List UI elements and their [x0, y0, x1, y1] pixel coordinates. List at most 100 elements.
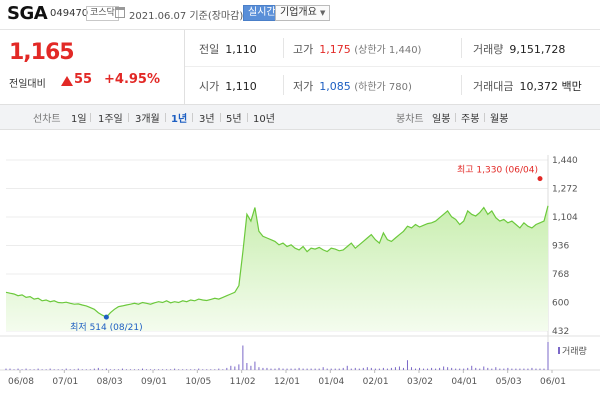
price-chart-svg: 1,440 1,272 1,104 936 768 600 432 06/08 07/01 08… — [0, 155, 600, 387]
volume-bar — [109, 369, 111, 370]
volume-bar — [455, 368, 457, 370]
stock-header: SGA 049470 코스닥 2021.06.07 기준(장마감) 실시간 기업… — [0, 0, 600, 30]
candle-daily[interactable]: 일봉 — [432, 114, 451, 125]
volume-bar — [158, 369, 160, 370]
stat-value: 1,175 — [319, 43, 351, 56]
volume-legend-label: 거래량 — [562, 345, 587, 357]
candle-monthly[interactable]: 월봉 — [490, 114, 509, 125]
volume-bar — [539, 368, 541, 370]
volume-bar — [435, 368, 437, 370]
volume-bar — [314, 368, 316, 370]
volume-bar — [334, 368, 336, 370]
volume-bar — [65, 368, 67, 370]
volume-bar — [306, 368, 308, 370]
volume-bar — [178, 369, 180, 370]
volume-bar — [266, 367, 268, 370]
stat-label: 거래대금 — [473, 80, 514, 93]
divider — [283, 75, 284, 95]
volume-bar — [5, 368, 7, 370]
volume-bar — [346, 365, 348, 370]
candle-chart-label: 봉차트 — [396, 114, 424, 125]
stat-value: 1,110 — [225, 43, 257, 56]
x-tick-label: 04/01 — [451, 377, 477, 387]
volume-bar — [89, 369, 91, 370]
high-marker — [537, 176, 543, 182]
period-1w[interactable]: 1주일 — [98, 114, 123, 125]
divider — [128, 113, 129, 122]
x-tick-label: 06/01 — [540, 377, 566, 387]
volume-bar — [21, 369, 23, 370]
divider — [283, 38, 284, 58]
x-tick-label: 01/04 — [318, 377, 344, 387]
y-tick-label: 432 — [552, 327, 569, 337]
calendar-icon — [115, 7, 125, 18]
stat-value: 10,372 백만 — [519, 80, 582, 93]
volume-bar — [415, 368, 417, 370]
volume-bar — [146, 369, 148, 370]
volume-bar — [439, 367, 441, 370]
stat-value: 1,110 — [225, 80, 257, 93]
price-change: 55 — [74, 72, 93, 87]
volume-bar — [105, 368, 107, 370]
low-label: 최저 514 (08/21) — [70, 322, 142, 333]
stat-high: 고가 1,175 (상한가 1,440) — [293, 41, 421, 57]
quote-date: 2021.06.07 기준(장마감) — [129, 11, 244, 22]
volume-bar — [81, 369, 83, 370]
period-1d[interactable]: 1일 — [71, 114, 87, 125]
company-info-dropdown[interactable]: 기업개요 ▼ — [275, 5, 331, 21]
volume-bar — [322, 367, 324, 370]
volume-bar — [423, 368, 425, 370]
stat-value: 1,085 — [319, 80, 351, 93]
volume-bar — [447, 367, 449, 370]
volume-bar — [463, 368, 465, 370]
period-5y[interactable]: 5년 — [226, 114, 242, 125]
volume-bar — [270, 368, 272, 370]
volume-bar — [374, 368, 376, 370]
volume-bar — [543, 368, 545, 370]
volume-bar — [402, 367, 404, 370]
volume-bar — [93, 368, 95, 370]
volume-bar — [495, 367, 497, 370]
volume-bar — [121, 368, 123, 370]
stat-label: 전일 — [199, 43, 220, 56]
price-change-percent: +4.95% — [104, 72, 160, 87]
volume-bar — [101, 369, 103, 370]
x-tick-label: 02/01 — [363, 377, 389, 387]
volume-bar — [37, 368, 39, 370]
volume-bar — [210, 369, 212, 370]
divider — [90, 113, 91, 122]
current-price: 1,165 — [9, 40, 75, 65]
volume-bar — [330, 368, 332, 370]
volume-bar — [326, 368, 328, 370]
x-tick-label: 05/03 — [496, 377, 522, 387]
candle-weekly[interactable]: 주봉 — [461, 114, 480, 125]
period-3m[interactable]: 3개월 — [135, 114, 160, 125]
y-tick-label: 1,104 — [552, 213, 578, 223]
stock-code: 049470 — [50, 8, 89, 19]
period-3y[interactable]: 3년 — [199, 114, 215, 125]
volume-bar — [162, 369, 164, 370]
y-tick-label: 768 — [552, 270, 569, 280]
volume-bar — [338, 368, 340, 370]
x-tick-label: 10/05 — [185, 377, 211, 387]
chevron-down-icon: ▼ — [320, 9, 326, 17]
stat-extra: (상한가 1,440) — [354, 45, 422, 56]
volume-bar — [511, 368, 513, 370]
volume-bar — [302, 368, 304, 370]
volume-bar — [9, 368, 11, 370]
period-10y[interactable]: 10년 — [253, 114, 275, 125]
volume-bar — [427, 368, 429, 370]
stat-open: 시가 1,110 — [199, 78, 257, 94]
volume-bar — [97, 367, 99, 370]
divider — [247, 113, 248, 122]
price-chart[interactable]: 1,440 1,272 1,104 936 768 600 432 06/08 07/01 08… — [0, 130, 600, 403]
volume-bar — [234, 366, 236, 370]
volume-bar — [198, 368, 200, 370]
volume-bar — [61, 369, 63, 370]
volume-bar — [230, 365, 232, 370]
x-tick-label: 07/01 — [52, 377, 78, 387]
volume-bar — [459, 368, 461, 370]
volume-bar — [129, 369, 131, 370]
period-1y[interactable]: 1년 — [171, 114, 188, 125]
volume-bar — [57, 369, 59, 370]
